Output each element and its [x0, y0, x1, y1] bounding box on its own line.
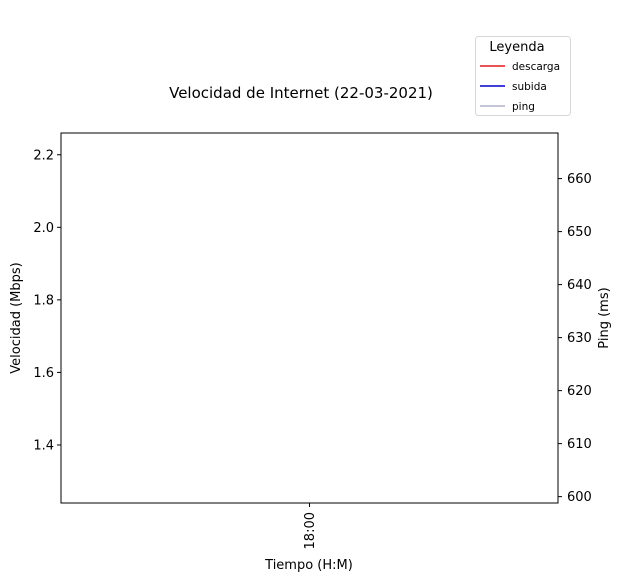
right-axis: 600 610 620 630 640 650 660: [558, 172, 592, 505]
x-tick-label: 18:00: [303, 512, 318, 549]
y-tick-label: 2.2: [33, 148, 54, 163]
y2-tick-label: 660: [567, 172, 592, 187]
y-tick-label: 2.0: [33, 221, 54, 236]
legend-label-subida: subida: [512, 81, 547, 93]
x-axis: 18:00: [303, 503, 318, 549]
y-tick-label: 1.8: [33, 293, 54, 308]
y2-tick-label: 610: [567, 437, 592, 452]
y2-tick-label: 650: [567, 225, 592, 240]
y2-tick-label: 640: [567, 278, 592, 293]
chart-title: Velocidad de Internet (22-03-2021): [169, 84, 433, 102]
legend-box: [475, 36, 571, 116]
y-axis-label: Velocidad (Mbps): [9, 262, 24, 373]
y2-tick-label: 620: [567, 384, 592, 399]
y2-tick-label: 600: [567, 490, 592, 505]
y-tick-label: 1.6: [33, 366, 54, 381]
y2-axis-label: Ping (ms): [597, 287, 612, 348]
legend-label-ping: ping: [512, 101, 535, 113]
legend-title: Leyenda: [489, 40, 544, 55]
y2-tick-label: 630: [567, 331, 592, 346]
legend: Leyenda descarga subida ping: [475, 36, 571, 116]
legend-entries: descarga subida ping: [480, 61, 560, 113]
left-axis: 1.4 1.6 1.8 2.0 2.2: [33, 148, 61, 453]
y-tick-label: 1.4: [33, 438, 54, 453]
x-axis-label: Tiempo (H:M): [264, 558, 353, 573]
legend-label-descarga: descarga: [512, 61, 560, 73]
